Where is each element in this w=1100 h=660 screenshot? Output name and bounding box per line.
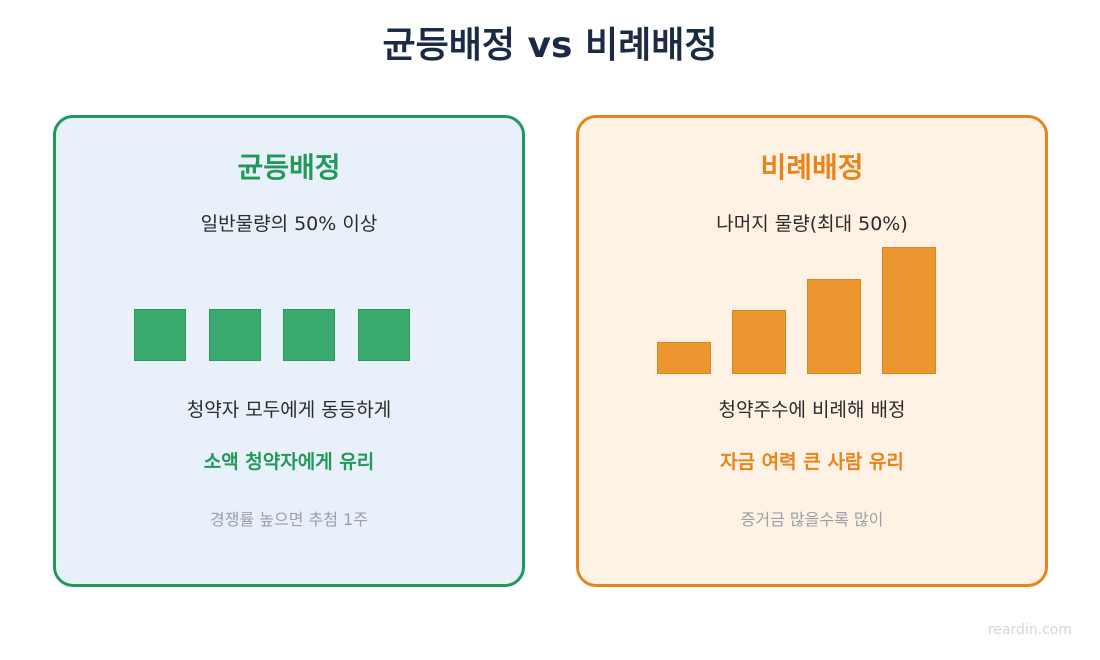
equal-allocation-note: 경쟁률 높으면 추첨 1주 xyxy=(210,510,368,529)
proportional-allocation-subtitle: 나머지 물량(최대 50%) xyxy=(716,213,908,235)
proportional-allocation-card: 비례배정 나머지 물량(최대 50%) 청약주수에 비례해 배정 자금 여력 큰… xyxy=(576,115,1048,587)
proportional-allocation-highlight: 자금 여력 큰 사람 유리 xyxy=(720,451,904,473)
equal-allocation-highlight: 소액 청약자에게 유리 xyxy=(203,451,375,473)
equal-allocation-heading: 균등배정 xyxy=(237,151,341,184)
proportional-bar xyxy=(807,279,861,374)
proportional-allocation-note: 증거금 많을수록 많이 xyxy=(740,510,884,529)
watermark: reardin.com xyxy=(987,622,1072,638)
equal-unit-square xyxy=(358,309,410,361)
page-title: 균등배정 vs 비례배정 xyxy=(382,25,718,66)
equal-allocation-description: 청약자 모두에게 동등하게 xyxy=(186,399,392,421)
proportional-allocation-description: 청약주수에 비례해 배정 xyxy=(718,399,906,421)
proportional-bar xyxy=(657,342,711,374)
equal-allocation-subtitle: 일반물량의 50% 이상 xyxy=(200,213,378,235)
proportional-allocation-heading: 비례배정 xyxy=(760,151,864,184)
equal-unit-square xyxy=(209,309,261,361)
equal-allocation-card: 균등배정 일반물량의 50% 이상 청약자 모두에게 동등하게 소액 청약자에게… xyxy=(53,115,525,587)
equal-unit-square xyxy=(283,309,335,361)
proportional-bar xyxy=(882,247,936,374)
equal-unit-square xyxy=(134,309,186,361)
proportional-bar xyxy=(732,310,786,374)
